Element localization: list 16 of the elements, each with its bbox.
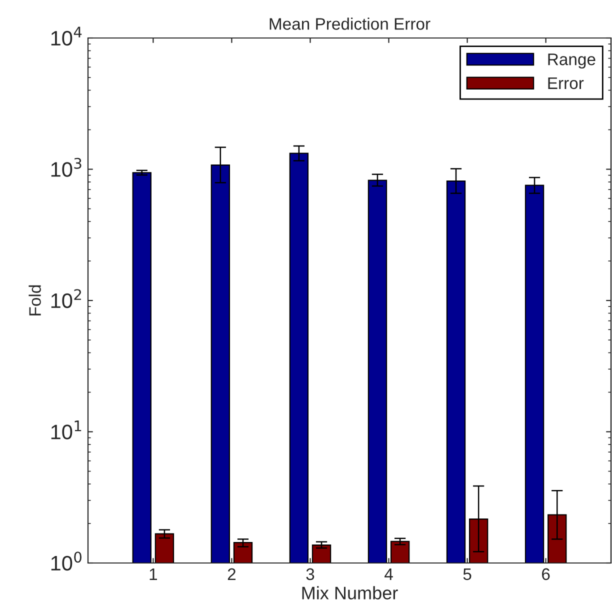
x-axis-title: Mix Number bbox=[302, 586, 398, 600]
y-tick-label: 10$^{1}$ bbox=[51, 420, 82, 440]
y-tick-label: 10$^{3}$ bbox=[51, 158, 82, 177]
legend-label: Range bbox=[548, 54, 596, 69]
chart-title: Mean Prediction Error bbox=[270, 18, 430, 30]
x-tick-label: 2 bbox=[228, 568, 236, 580]
y-axis-title: Fold bbox=[28, 285, 41, 316]
x-tick-label: 4 bbox=[384, 568, 393, 580]
y-tick-label: 10$^{4}$ bbox=[51, 26, 82, 46]
y-tick-label: 10$^{2}$ bbox=[51, 289, 81, 308]
x-tick-label: 5 bbox=[463, 568, 472, 580]
x-tick-label: 6 bbox=[542, 568, 550, 580]
legend-label: Error bbox=[548, 77, 584, 90]
y-tick-label: 10$^{0}$ bbox=[51, 552, 82, 571]
x-tick-label: 3 bbox=[306, 568, 314, 580]
x-tick-label: 1 bbox=[150, 568, 157, 580]
